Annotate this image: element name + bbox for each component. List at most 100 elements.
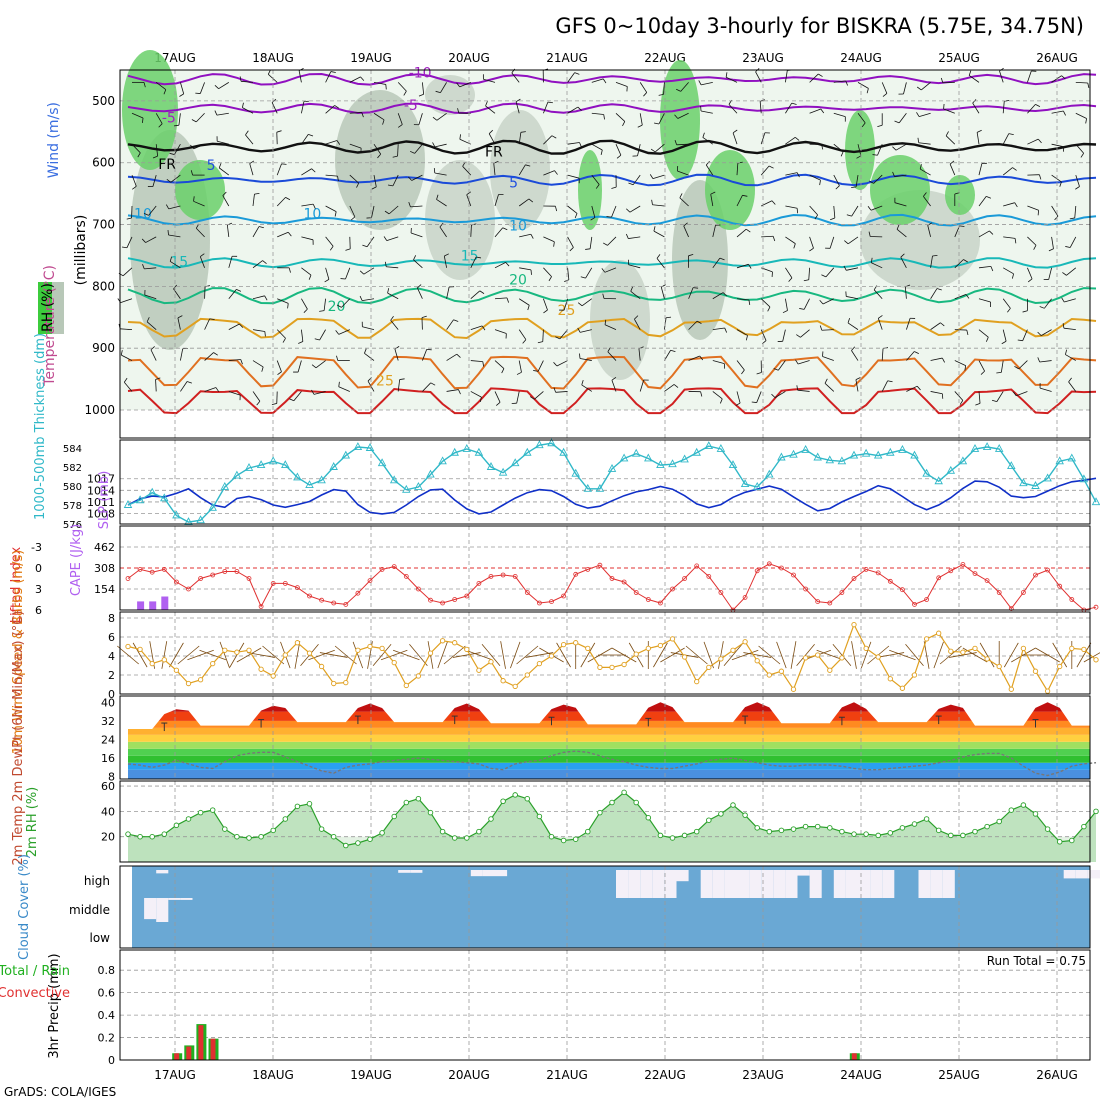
wind-barb — [518, 164, 526, 176]
wind-barb — [1002, 329, 1007, 342]
wind-barb — [301, 168, 312, 176]
wind-barb-flag — [298, 341, 304, 344]
freezing-level — [127, 139, 1097, 155]
wind-barb-flag — [794, 136, 800, 141]
wind-barb-flag — [856, 155, 862, 159]
wind-barb-flag — [602, 78, 607, 84]
wind-barb-flag — [771, 393, 776, 398]
lifted-index-marker — [682, 576, 687, 581]
wind-speed-marker — [657, 642, 664, 649]
wind-speed-marker — [1057, 663, 1063, 670]
wind-barb-flag — [917, 137, 920, 143]
lifted-index-line — [127, 563, 1097, 611]
wind-barb — [301, 134, 309, 145]
wind-barb-flag — [688, 254, 694, 257]
wind-barb-flag — [577, 302, 583, 307]
cape-bar — [137, 601, 145, 610]
lifted-index-marker — [391, 564, 397, 569]
wind-barb — [1051, 205, 1059, 217]
wind-barb — [341, 298, 351, 308]
date-label-top: 26AUG — [1036, 51, 1078, 65]
wind-barb — [736, 163, 739, 176]
wind-barb-flag — [430, 382, 436, 386]
wind-barb-flag — [590, 217, 596, 221]
wind-barb-flag — [1069, 217, 1075, 220]
wind-speed-marker — [427, 650, 434, 656]
contour-label: 10 — [509, 219, 527, 235]
rh-marker — [234, 833, 240, 840]
thickness-marker — [1091, 497, 1100, 506]
lifted-index-marker — [912, 602, 917, 607]
cloud-cell — [156, 870, 169, 874]
wind-barb — [325, 174, 338, 177]
wind-barb — [362, 326, 375, 331]
wind-barb-flag — [796, 385, 799, 391]
wind-barb-flag — [607, 347, 611, 352]
wind-barb-flag — [548, 276, 552, 282]
contour-label: 5 — [509, 175, 518, 191]
wind-barb — [857, 82, 869, 89]
wind-barb — [277, 231, 289, 238]
wind-speed-marker — [911, 672, 918, 678]
wind-barb-flag — [264, 331, 266, 337]
lifted-index-marker — [415, 586, 421, 592]
wind-barb-flag — [475, 256, 482, 259]
rh-tick: 20 — [101, 831, 115, 844]
cloud-panel-frame — [119, 865, 1091, 949]
wind-barb-flag — [120, 350, 123, 356]
rh-shading — [425, 75, 475, 115]
cloud-cell — [398, 870, 411, 873]
wind-barb — [170, 261, 181, 269]
wind-barb — [131, 143, 141, 154]
cloud-cell — [495, 870, 508, 877]
thickness-marker — [837, 456, 847, 465]
wind-barb — [920, 168, 931, 176]
wind-barb — [177, 317, 181, 330]
wind-barb — [607, 236, 617, 246]
surface-wind-barb — [1003, 642, 1019, 668]
wind-barb — [410, 205, 423, 208]
wind-barb — [222, 195, 230, 207]
lifted-index-marker — [1057, 583, 1063, 589]
wind-barb — [397, 82, 407, 92]
wind-barb — [760, 165, 770, 176]
surface-wind-barb — [851, 641, 857, 669]
wind-barb-flag — [1075, 186, 1080, 190]
wind-barb-flag — [877, 124, 883, 127]
surface-wind-barb — [1083, 652, 1100, 663]
wind-barb-flag — [553, 241, 555, 247]
wind-barb — [516, 391, 520, 404]
wind-barb-flag — [522, 339, 527, 344]
wind-barb-flag — [868, 231, 871, 237]
wind-barb-flag — [334, 105, 340, 109]
wind-barb — [591, 112, 604, 115]
wind-barb-flag — [264, 295, 268, 301]
wind-barb-flag — [791, 102, 797, 105]
pressure-axis-label: (millibars) — [73, 215, 89, 286]
wind-barb-flag — [152, 155, 158, 159]
wind-speed-marker — [645, 645, 651, 652]
rh-marker — [681, 832, 688, 839]
wind-barb — [518, 329, 527, 340]
wind-barb-flag — [923, 192, 927, 197]
cloud-cell — [737, 870, 750, 898]
wind-barb-flag — [980, 370, 985, 375]
lifted-index-marker — [621, 579, 627, 585]
temp-color-band — [128, 769, 1090, 779]
lifted-index-marker — [549, 599, 554, 604]
cloud-cell — [1063, 870, 1076, 879]
isotherm-25 — [127, 317, 1097, 340]
rh2m-axis-label: 2m RH (%) — [25, 787, 40, 858]
thickness-marker — [728, 460, 738, 469]
wind-barb — [954, 259, 964, 269]
wind-barb-flag — [793, 243, 796, 249]
wind-barb — [155, 82, 167, 90]
wind-barb — [1027, 205, 1039, 211]
lifted-index-marker — [355, 590, 361, 596]
wind-barb-flag — [985, 337, 989, 342]
cloud-cell — [749, 870, 762, 898]
wind-barb-flag — [882, 93, 888, 97]
thickness-tick: 580 — [63, 482, 82, 493]
wind-barb — [293, 391, 302, 402]
wind-barb-flag — [143, 212, 149, 216]
